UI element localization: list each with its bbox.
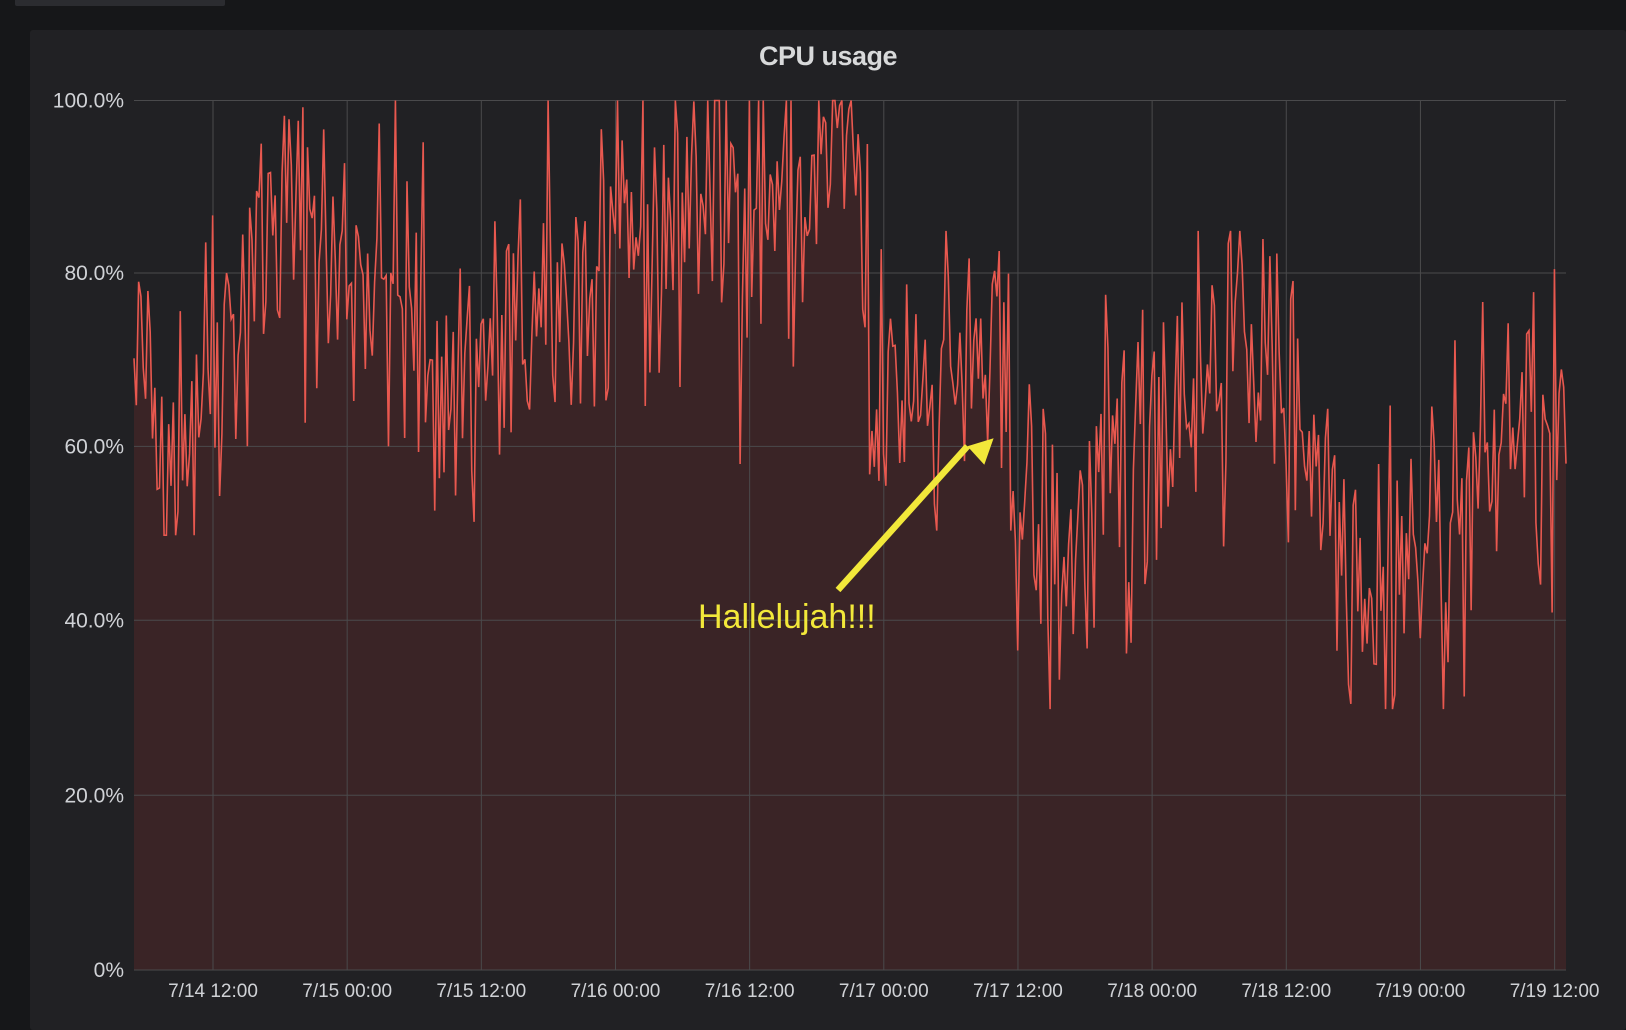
svg-text:7/15 00:00: 7/15 00:00 [302, 981, 392, 1002]
svg-text:7/18 12:00: 7/18 12:00 [1241, 981, 1331, 1002]
svg-text:7/17 12:00: 7/17 12:00 [973, 981, 1063, 1002]
svg-text:7/14 12:00: 7/14 12:00 [168, 981, 258, 1002]
svg-text:7/19 00:00: 7/19 00:00 [1376, 981, 1466, 1002]
svg-text:7/17 00:00: 7/17 00:00 [839, 981, 929, 1002]
svg-text:7/16 12:00: 7/16 12:00 [705, 981, 795, 1002]
svg-text:7/16 00:00: 7/16 00:00 [571, 981, 661, 1002]
svg-text:0%: 0% [94, 959, 124, 982]
svg-text:40.0%: 40.0% [64, 609, 124, 632]
svg-text:20.0%: 20.0% [64, 784, 124, 807]
svg-text:Hallelujah!!!: Hallelujah!!! [698, 598, 876, 636]
svg-text:80.0%: 80.0% [64, 262, 124, 285]
svg-text:7/15 12:00: 7/15 12:00 [436, 981, 526, 1002]
svg-text:7/19 12:00: 7/19 12:00 [1510, 981, 1600, 1002]
svg-text:60.0%: 60.0% [64, 435, 124, 458]
svg-text:7/18 00:00: 7/18 00:00 [1107, 981, 1197, 1002]
svg-text:100.0%: 100.0% [53, 90, 124, 113]
